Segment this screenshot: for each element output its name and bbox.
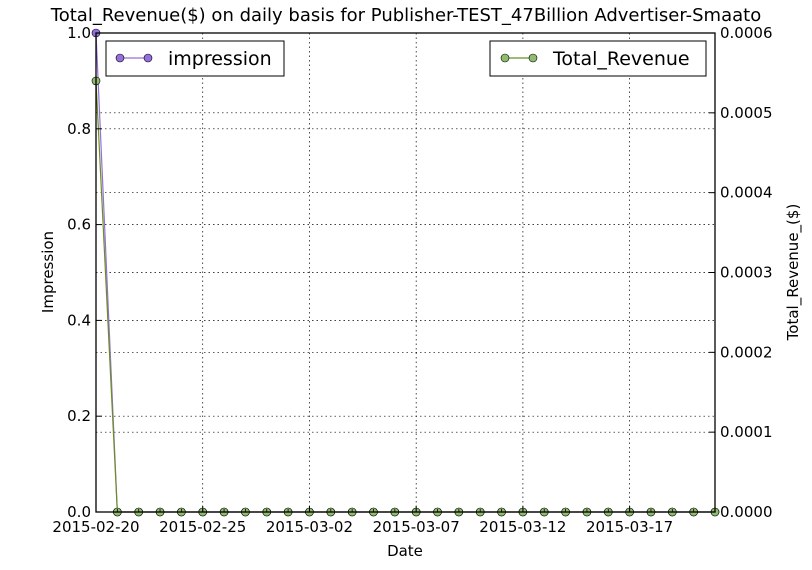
x-tick-label: 2015-03-02 bbox=[266, 518, 353, 536]
x-tick-label: 2015-03-07 bbox=[373, 518, 460, 536]
x-axis-label: Date bbox=[387, 542, 423, 560]
total-revenue-line bbox=[95, 80, 715, 513]
right-y-tick-label: 0.0004 bbox=[720, 184, 773, 202]
right-y-tick-label: 0.0006 bbox=[720, 24, 773, 42]
left-y-tick-label: 0.8 bbox=[67, 120, 91, 138]
legend-total-revenue: Total_Revenue bbox=[489, 40, 707, 77]
x-tick-label: 2015-02-25 bbox=[159, 518, 246, 536]
legend-total-revenue-label: Total_Revenue bbox=[552, 48, 690, 70]
left-y-tick-label: 0.4 bbox=[67, 311, 91, 329]
left-y-tick-label: 0.2 bbox=[67, 407, 91, 425]
plot-frame bbox=[95, 32, 716, 513]
right-y-tick-label: 0.0000 bbox=[720, 503, 773, 521]
axes-layer: 0.0 0.2 0.4 0.6 0.8 1.0 0.0000 0.0001 0.0002 0.00… bbox=[52, 24, 772, 536]
left-y-axis-label: Impression bbox=[39, 231, 57, 313]
legend-impression-label: impression bbox=[168, 48, 272, 70]
right-y-tick-label: 0.0001 bbox=[720, 423, 773, 441]
x-tick-label: 2015-02-20 bbox=[52, 518, 139, 536]
impression-line bbox=[95, 32, 715, 513]
right-y-tick-label: 0.0005 bbox=[720, 104, 773, 122]
right-y-tick-label: 0.0003 bbox=[720, 264, 773, 282]
right-y-axis-label: Total_Revenue_($) bbox=[784, 204, 803, 342]
legend-impression: impression bbox=[105, 40, 285, 77]
left-y-tick-label: 0.0 bbox=[67, 503, 91, 521]
x-tick-label: 2015-03-17 bbox=[586, 518, 673, 536]
grid bbox=[96, 33, 715, 512]
chart-title: Total_Revenue($) on daily basis for Publ… bbox=[50, 5, 761, 26]
right-y-tick-label: 0.0002 bbox=[720, 343, 773, 361]
left-y-tick-label: 1.0 bbox=[67, 24, 91, 42]
x-tick-label: 2015-03-12 bbox=[479, 518, 566, 536]
left-y-tick-label: 0.6 bbox=[67, 216, 91, 234]
